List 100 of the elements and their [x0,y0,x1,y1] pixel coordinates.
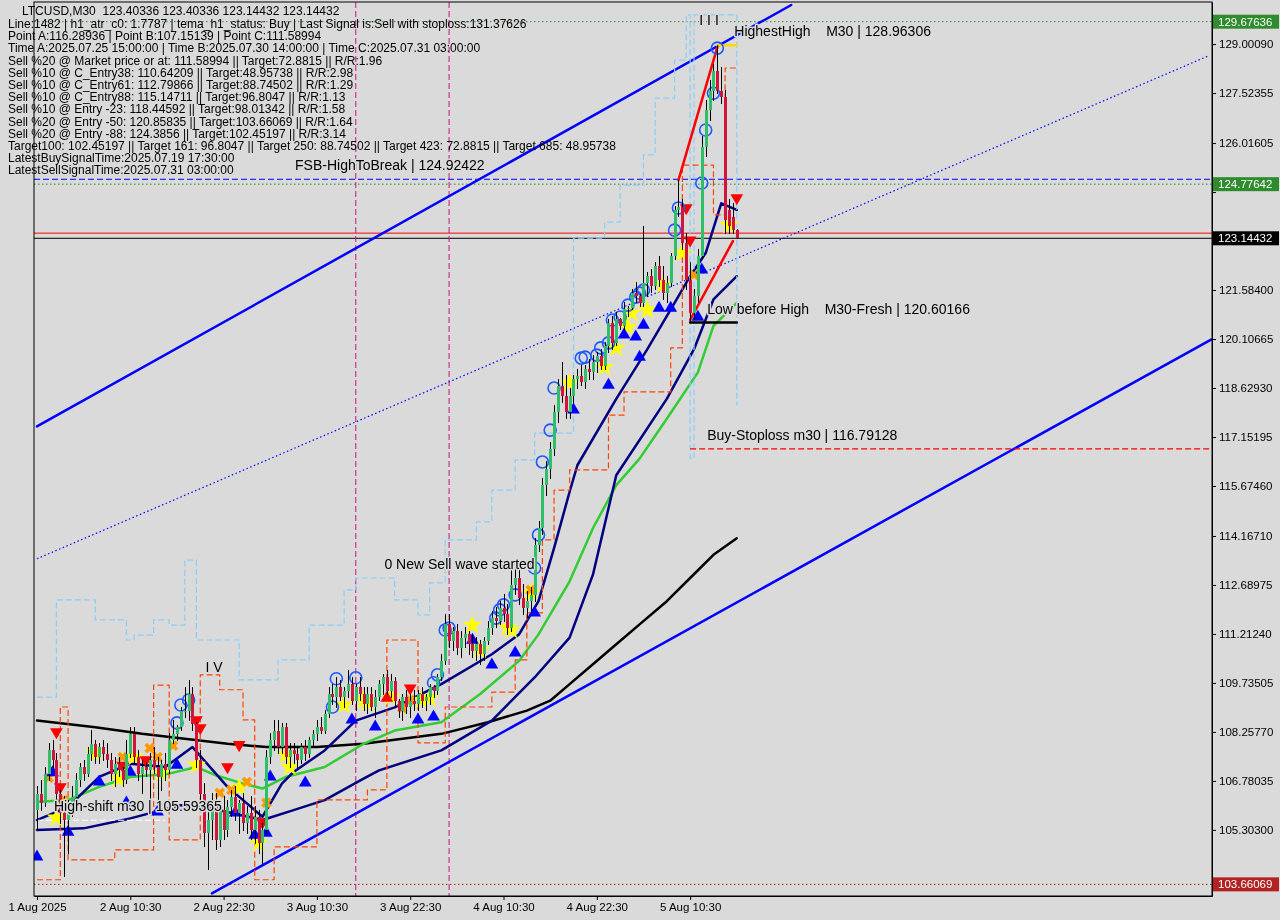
point [694,176,709,190]
point [462,614,483,634]
annotation: 0 New Sell wave started [384,555,535,572]
candlestick [464,627,467,649]
candlestick [137,749,140,781]
candlestick [530,587,533,612]
candlestick [98,743,101,765]
candlestick [611,315,614,350]
point [535,455,550,469]
candlestick [417,690,420,712]
point [508,588,522,602]
candlestick [230,789,233,818]
annotation: Buy-Stoploss m30 | 116.79128 [707,426,898,443]
candlestick [164,753,167,781]
candlestick [549,441,552,480]
candlestick [545,461,548,496]
candlestick [429,683,432,705]
candlestick [436,673,439,695]
candlestick [452,627,455,652]
point [174,698,188,712]
candlestick [491,610,494,635]
candlestick [440,653,443,682]
candlestick [110,753,113,781]
annotation: Sell %10 @ C_Entry61: 112.79866 || Target:88.74502 || R/R:1.29 [8,78,354,92]
point [485,657,499,669]
point [710,41,725,55]
candlestick [720,66,723,105]
point [214,787,225,799]
candlestick [316,720,319,741]
point [691,309,705,321]
point [411,712,425,724]
y-tick-label: 109.73505 [1219,677,1274,690]
x-tick-label: 4 Aug 22:30 [566,901,629,914]
x-tick-label: 2 Aug 10:30 [100,901,162,914]
candlestick [526,590,529,619]
candlestick [36,786,39,831]
point [671,201,686,215]
x-tick-label: 3 Aug 10:30 [286,901,349,914]
candlestick [122,766,125,788]
point [170,716,184,730]
candlestick [650,269,653,294]
candlestick [246,806,249,834]
point [621,298,635,312]
y-tick-label: 120.10665 [1219,333,1274,346]
point [667,223,682,237]
candlestick [646,272,649,297]
candlestick [328,686,331,718]
y-tick-label: 105.30300 [1219,824,1274,837]
candlestick [662,265,665,300]
point [488,611,503,625]
candlestick [596,352,599,373]
candlestick [261,822,264,864]
candlestick [398,698,401,718]
y-tick-label: 112.68975 [1219,579,1273,592]
point [430,668,445,682]
candlestick [382,673,385,695]
point [528,605,541,617]
candlestick [495,607,498,629]
candlestick [238,799,241,834]
point [508,645,522,657]
point [170,757,184,769]
point [531,528,546,542]
point [438,623,452,637]
candlestick [475,637,478,662]
point [144,742,156,754]
candlestick [448,613,451,649]
point [637,299,658,319]
y-tick-label: 108.25770 [1219,726,1274,739]
candlestick [390,673,393,698]
chart-title: LTCUSD,M30 123.40336 123.40336 123.14432 123.14432 [22,4,340,18]
point [698,123,713,137]
y-tick-label: 111.21240 [1219,628,1272,641]
candlestick [471,633,474,659]
ref-line-label: 123.14432 [1218,232,1273,245]
point [590,348,604,362]
candlestick [635,282,638,304]
point [593,341,608,355]
candlestick [413,690,416,712]
point [496,598,511,612]
candlestick [716,44,719,95]
candlestick [468,630,471,655]
point [298,775,312,787]
candlestick [83,759,86,781]
point [637,317,650,329]
candlestick [363,686,366,712]
candlestick [394,676,397,708]
candlestick [584,365,587,390]
candlestick [351,676,354,705]
candlestick [48,743,51,781]
point [629,329,643,341]
annotation: Sell %10 @ C_Entry88: 115.14711 || Target:96.8047 || R/R:1.13 [8,90,346,105]
candlestick [324,710,327,735]
candlestick [141,759,144,795]
point [706,86,721,100]
point [636,283,651,297]
candlestick [153,746,156,775]
point [368,719,382,731]
candlestick [355,683,358,712]
candlestick [102,739,105,761]
y-tick-label: 118.62930 [1219,382,1273,395]
